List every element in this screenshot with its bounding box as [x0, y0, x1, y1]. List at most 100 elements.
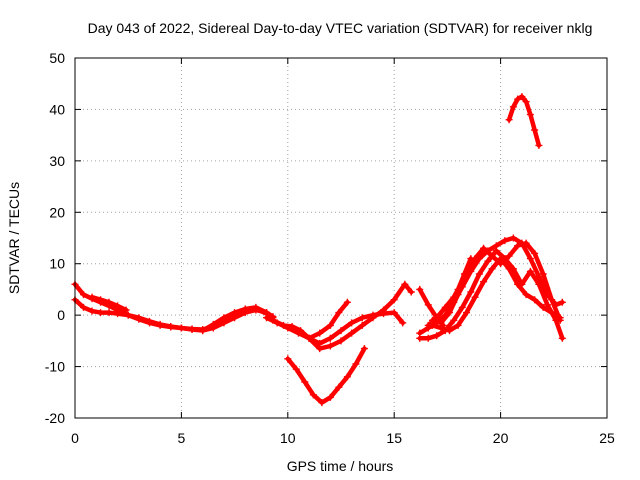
- data-point: [505, 252, 513, 260]
- data-point: [318, 399, 326, 407]
- series-track-03: [88, 293, 130, 314]
- data-point: [390, 296, 398, 304]
- data-point: [358, 314, 366, 322]
- series-line: [200, 305, 276, 333]
- data-point: [401, 280, 409, 288]
- data-point: [105, 309, 113, 317]
- y-tick-label: 0: [57, 307, 65, 323]
- data-point: [252, 303, 260, 311]
- data-point: [514, 95, 522, 103]
- data-point: [558, 334, 566, 342]
- data-point: [488, 265, 496, 273]
- series-line: [417, 248, 565, 341]
- data-point: [526, 111, 534, 119]
- series-line: [506, 94, 542, 148]
- data-point: [543, 301, 551, 309]
- series-track-07: [305, 298, 351, 342]
- data-point: [433, 314, 441, 322]
- data-point: [535, 273, 543, 281]
- data-point: [467, 288, 475, 296]
- data-point: [209, 320, 217, 328]
- data-point: [399, 319, 407, 327]
- data-point: [454, 285, 462, 293]
- data-point: [552, 316, 560, 324]
- y-tick-label: 50: [49, 50, 65, 66]
- data-point: [309, 391, 317, 399]
- data-point: [80, 291, 88, 299]
- data-point: [369, 314, 377, 322]
- data-point: [522, 291, 530, 299]
- data-point: [177, 324, 185, 332]
- series-line: [270, 282, 414, 351]
- data-point: [326, 342, 334, 350]
- series-line: [430, 256, 563, 333]
- data-point: [337, 327, 345, 335]
- data-point: [360, 345, 368, 353]
- series-track-15: [505, 93, 543, 149]
- y-tick-label: -20: [45, 410, 65, 426]
- x-tick-labels: 0 5 10 15 20 25: [71, 430, 615, 446]
- data-point: [548, 296, 556, 304]
- data-point: [263, 314, 271, 322]
- data-point: [416, 285, 424, 293]
- data-point: [548, 309, 556, 317]
- data-point: [199, 327, 207, 335]
- data-point: [343, 373, 351, 381]
- data-point: [88, 307, 96, 315]
- data-point: [433, 332, 441, 340]
- data-point: [167, 322, 175, 330]
- data-point: [450, 316, 458, 324]
- data-point: [454, 321, 462, 329]
- data-point: [135, 314, 143, 322]
- data-point: [335, 309, 343, 317]
- x-tick-label: 5: [178, 430, 186, 446]
- series-track-06: [269, 280, 415, 353]
- data-point: [446, 309, 454, 317]
- data-point: [509, 234, 517, 242]
- data-point: [280, 321, 288, 329]
- data-point: [522, 98, 530, 106]
- y-tick-labels: -20 -10 0 10 20 30 40 50: [45, 50, 65, 426]
- x-tick-label: 15: [386, 430, 402, 446]
- data-point: [535, 141, 543, 149]
- data-point: [288, 322, 296, 330]
- data-point: [343, 298, 351, 306]
- data-point: [335, 383, 343, 391]
- series-track-05: [263, 309, 407, 347]
- data-series: [71, 93, 566, 407]
- series-track-04: [199, 303, 277, 335]
- data-point: [441, 303, 449, 311]
- data-point: [188, 325, 196, 333]
- series-line: [285, 346, 367, 405]
- data-point: [531, 296, 539, 304]
- data-point: [514, 280, 522, 288]
- data-point: [497, 255, 505, 263]
- y-tick-label: 10: [49, 256, 65, 272]
- data-point: [522, 239, 530, 247]
- data-point: [518, 93, 526, 101]
- data-point: [505, 265, 513, 273]
- axis-ticks: [74, 57, 608, 419]
- data-point: [326, 393, 334, 401]
- data-point: [439, 321, 447, 329]
- data-point: [124, 311, 132, 319]
- data-point: [156, 320, 164, 328]
- x-tick-label: 20: [493, 430, 509, 446]
- data-point: [526, 255, 534, 263]
- data-point: [475, 270, 483, 278]
- data-point: [292, 365, 300, 373]
- data-point: [97, 309, 105, 317]
- data-point: [301, 378, 309, 386]
- data-point: [531, 126, 539, 134]
- series-track-12: [429, 255, 564, 335]
- data-point: [326, 321, 334, 329]
- data-point: [358, 321, 366, 329]
- data-point: [467, 255, 475, 263]
- data-point: [305, 334, 313, 342]
- data-point: [531, 249, 539, 257]
- data-point: [492, 247, 500, 255]
- data-point: [539, 270, 547, 278]
- data-point: [514, 242, 522, 250]
- data-point: [88, 293, 96, 301]
